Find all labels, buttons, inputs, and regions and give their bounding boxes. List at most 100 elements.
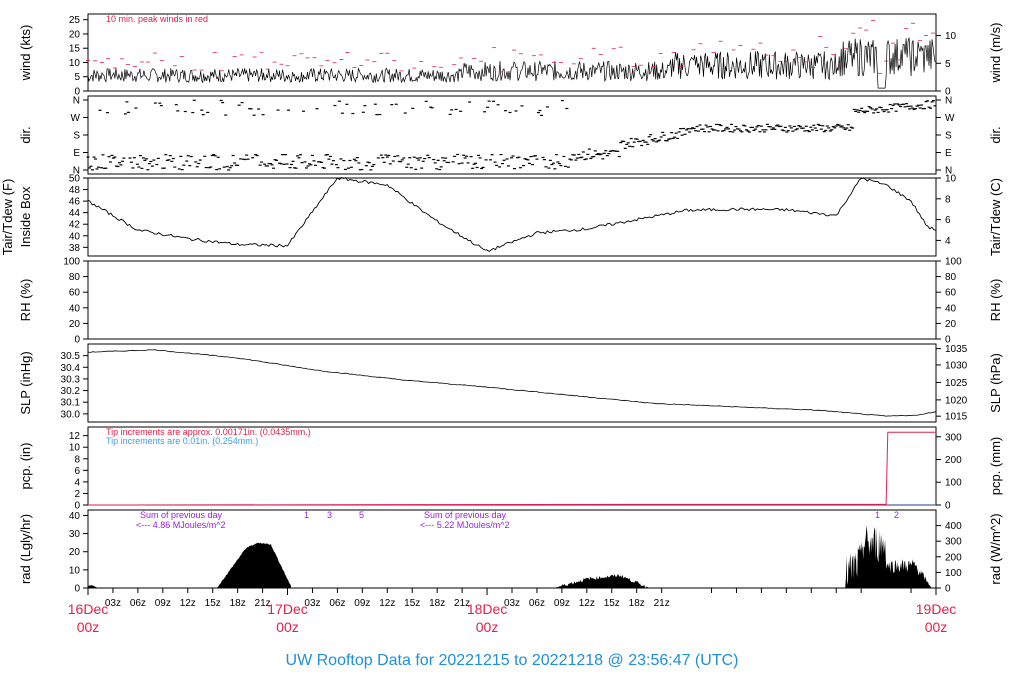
rh-ytick-label-left: 40 [69, 303, 81, 314]
rh-ytick-label-right: 40 [945, 303, 957, 314]
pcp-ytick-label-right: 0 [945, 501, 951, 512]
slp-ytick-label-right: 1015 [945, 412, 968, 423]
wind-ytick-label-right: 5 [945, 59, 951, 70]
rad-ytick-label-left: 0 [74, 584, 80, 595]
dir-points [86, 99, 937, 171]
slp-ylabel-left: SLP (inHg) [18, 351, 33, 414]
rad-ytick-label-left: 40 [69, 511, 81, 522]
rh-ylabel-right: RH (%) [988, 279, 1003, 322]
x-hour-label: 12z [379, 598, 395, 609]
rad-sum1-value: <--- 4.86 MJoules/m^2 [136, 520, 226, 530]
dir-ytick-label-left: S [73, 131, 80, 142]
x-day-label: 16Dec [68, 601, 108, 617]
rad-sum2-value: <--- 5.22 MJoules/m^2 [420, 520, 510, 530]
rad-day3-area [844, 525, 932, 588]
rad-mark: 2 [894, 510, 899, 520]
slp-ytick-label-left: 30.2 [61, 386, 81, 397]
temp-ytick-label-right: 10 [945, 174, 957, 185]
wind-ytick-label-left: 0 [74, 87, 80, 98]
pcp-ytick-label-left: 4 [74, 477, 80, 488]
rh-ytick-label-left: 0 [74, 335, 80, 346]
x-hour-label: 15z [404, 598, 420, 609]
x-day-label: 19Dec [916, 601, 956, 617]
pcp-note-blue: Tip increments are 0.01in. (0.254mm.) [106, 436, 258, 446]
dir-ytick-label-right: W [945, 113, 955, 124]
slp-ytick-label-left: 30.0 [61, 409, 81, 420]
slp-ytick-label-right: 1030 [945, 360, 968, 371]
x-hour-label: 21z [255, 598, 271, 609]
dir-ytick-label-left: W [71, 113, 81, 124]
dir-ylabel-left: dir. [18, 126, 33, 143]
x-day-hour-label: 00z [476, 619, 499, 635]
x-hour-label: 06z [329, 598, 345, 609]
temp-ytick-label-left: 44 [69, 208, 81, 219]
rad-ytick-label-right: 100 [945, 568, 962, 579]
rad-mark: 3 [327, 510, 332, 520]
temp-ylabel-right: Tair/Tdew (C) [988, 178, 1003, 256]
wind-ytick-label-left: 5 [74, 72, 80, 83]
dir-panel-frame [87, 95, 937, 175]
wind-speed-line [87, 37, 936, 89]
x-day-label: 18Dec [467, 601, 507, 617]
wind-ylabel-right: wind (m/s) [988, 23, 1003, 84]
temp-ytick-label-right: 8 [945, 194, 951, 205]
x-hour-label: 12z [579, 598, 595, 609]
temp-ytick-label-right: 4 [945, 236, 951, 247]
temp-ylabel-left: Tair/Tdew (F) [0, 179, 15, 256]
rad-ylabel-right: rad (W/m^2) [988, 513, 1003, 584]
rh-ylabel-left: RH (%) [18, 279, 33, 322]
rad-ytick-label-right: 200 [945, 552, 962, 563]
x-day-hour-label: 00z [77, 619, 100, 635]
wind-annotation: 10 min. peak winds in red [106, 14, 208, 24]
rh-ytick-label-right: 60 [945, 288, 957, 299]
rad-mark: 1 [875, 510, 880, 520]
rad-sum1-label: Sum of previous day [140, 510, 223, 520]
wind-ytick-label-left: 15 [69, 44, 81, 55]
rh-ytick-label-right: 0 [945, 335, 951, 346]
x-hour-label: 03z [504, 598, 520, 609]
x-hour-label: 21z [654, 598, 670, 609]
wind-ytick-label-right: 0 [945, 87, 951, 98]
chart-title: UW Rooftop Data for 20221215 to 20221218… [286, 652, 739, 669]
dir-ytick-label-right: E [945, 148, 952, 159]
pcp-ytick-label-left: 0 [74, 501, 80, 512]
dir-ytick-label-left: N [73, 166, 80, 177]
dir-ylabel-right: dir. [988, 126, 1003, 143]
temp-ytick-label-left: 46 [69, 197, 81, 208]
x-hour-label: 03z [304, 598, 320, 609]
x-day-hour-label: 00z [276, 619, 299, 635]
temp-ylabel-left2: Inside Box [18, 186, 33, 247]
temp-line [87, 176, 937, 253]
rad-day1-area [216, 542, 291, 588]
temp-ytick-label-left: 42 [69, 220, 81, 231]
slp-ytick-label-left: 30.5 [61, 351, 81, 362]
temp-ytick-label-left: 38 [69, 243, 81, 254]
x-hour-label: 12z [180, 598, 196, 609]
x-hour-label: 15z [604, 598, 620, 609]
rh-ytick-label-right: 80 [945, 272, 957, 283]
slp-ytick-label-right: 1020 [945, 395, 968, 406]
x-hour-label: 09z [354, 598, 370, 609]
rh-panel-frame [87, 260, 937, 340]
dir-ytick-label-left: N [73, 96, 80, 107]
pcp-red-line [87, 431, 936, 506]
rh-ytick-label-left: 20 [69, 319, 81, 330]
wind-ylabel-left: wind (kts) [18, 25, 33, 82]
x-hour-label: 09z [554, 598, 570, 609]
pcp-ytick-label-right: 200 [945, 455, 962, 466]
pcp-ylabel-left: pcp. (in) [18, 443, 33, 490]
wind-panel-frame [87, 13, 937, 92]
rad-day0-area [88, 585, 98, 588]
x-hour-label: 06z [130, 598, 146, 609]
slp-ytick-label-right: 1025 [945, 378, 968, 389]
dir-ytick-label-left: E [73, 148, 80, 159]
slp-ytick-label-left: 30.1 [61, 398, 81, 409]
slp-ytick-label-left: 30.4 [61, 363, 81, 374]
rad-day2-area [553, 574, 650, 588]
dir-ytick-label-right: N [945, 96, 952, 107]
pcp-ytick-label-left: 2 [74, 489, 80, 500]
x-hour-label: 21z [454, 598, 470, 609]
pcp-ytick-label-left: 8 [74, 454, 80, 465]
pcp-ytick-label-right: 300 [945, 432, 962, 443]
